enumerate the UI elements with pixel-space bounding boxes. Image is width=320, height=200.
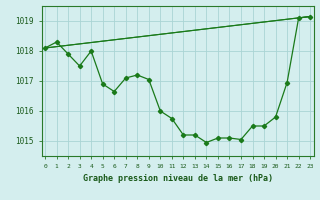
- X-axis label: Graphe pression niveau de la mer (hPa): Graphe pression niveau de la mer (hPa): [83, 174, 273, 183]
